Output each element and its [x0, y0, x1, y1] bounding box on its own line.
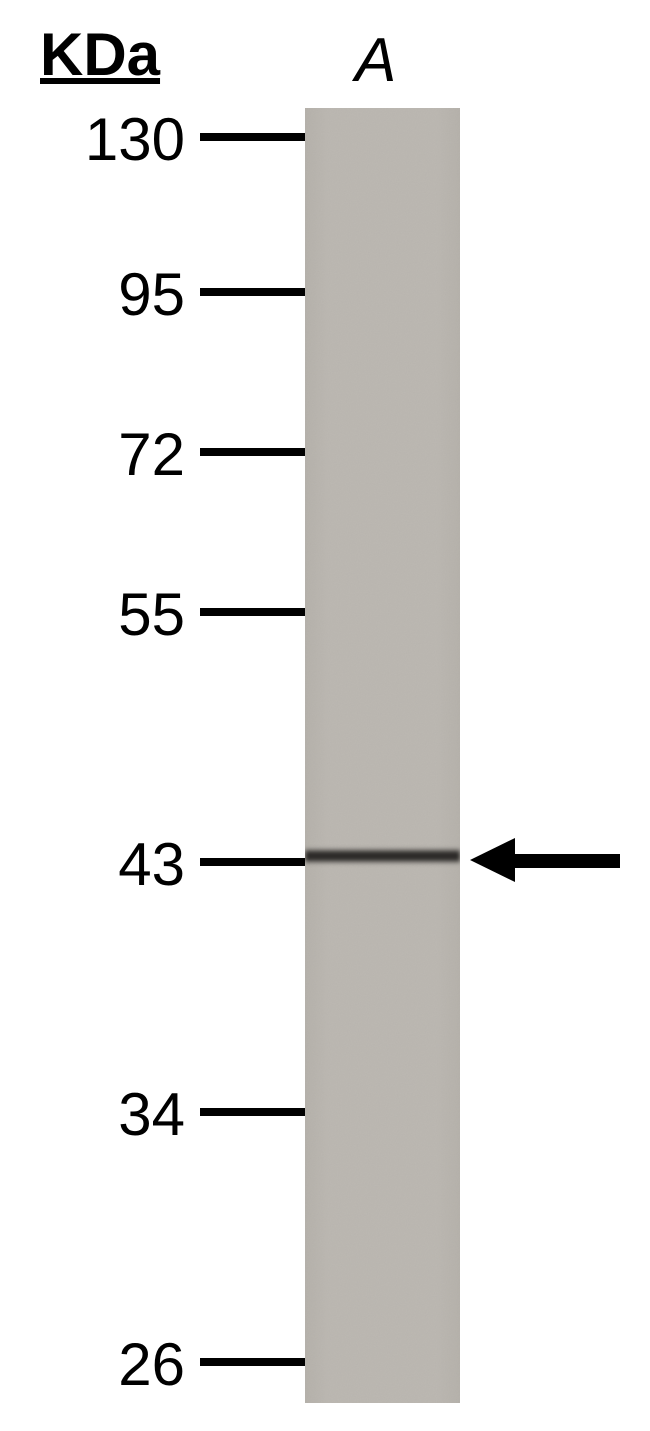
blot-background: [305, 108, 460, 1403]
arrow-line: [515, 854, 620, 868]
protein-band: [305, 848, 460, 864]
blot-lane: [305, 108, 460, 1403]
tick-43: [200, 858, 305, 866]
tick-26: [200, 1358, 305, 1366]
mw-label-130: 130: [85, 105, 185, 174]
tick-55: [200, 608, 305, 616]
tick-34: [200, 1108, 305, 1116]
lane-label: A: [355, 25, 396, 96]
mw-label-55: 55: [118, 580, 185, 649]
mw-label-72: 72: [118, 420, 185, 489]
tick-130: [200, 133, 305, 141]
mw-label-34: 34: [118, 1080, 185, 1149]
unit-label: KDa: [40, 20, 160, 89]
arrow-head: [470, 838, 515, 882]
tick-95: [200, 288, 305, 296]
tick-72: [200, 448, 305, 456]
mw-label-26: 26: [118, 1330, 185, 1399]
band-arrow: [470, 838, 620, 883]
mw-label-43: 43: [118, 830, 185, 899]
mw-label-95: 95: [118, 260, 185, 329]
